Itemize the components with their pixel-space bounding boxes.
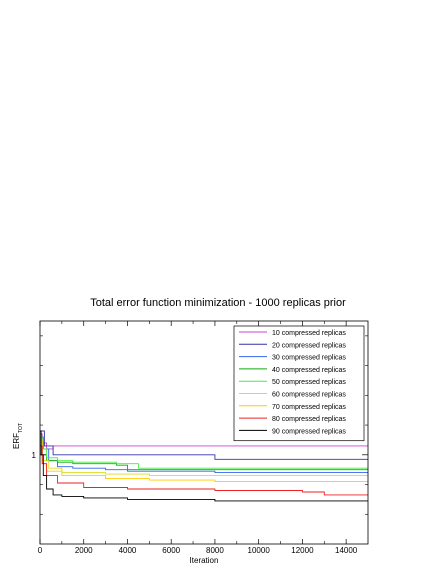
series-line-9 (40, 430, 368, 502)
series-line-2 (40, 430, 368, 460)
plot-area: 0 2000 4000 6000 8000 10000 12000 14000 1 10 comp… (32, 320, 369, 555)
legend-label-5: 50 compressed replicas (272, 379, 346, 386)
x-tick-label: 6000 (162, 546, 180, 555)
x-tick-label: 4000 (119, 546, 137, 555)
chart-title: Total error function minimization - 1000… (90, 297, 346, 309)
legend-label-1: 10 compressed replicas (272, 330, 346, 337)
x-tick-label: 8000 (206, 546, 224, 555)
series-line-3 (40, 436, 368, 475)
plot-frame (39, 320, 369, 545)
legend-label-2: 20 compressed replicas (272, 342, 346, 349)
x-tick-label: 14000 (335, 546, 358, 555)
legend-box (233, 325, 365, 442)
series-line-7 (40, 442, 368, 483)
y-axis-label-main: ERF (12, 433, 21, 449)
x-axis-label: Iteration (190, 556, 219, 565)
legend-label-3: 30 compressed replicas (272, 355, 346, 362)
legend-label-6: 60 compressed replicas (272, 392, 346, 399)
y-axis-label-sub: TOT (18, 423, 24, 433)
x-tick-label: 12000 (291, 546, 314, 555)
x-tick-label: 10000 (248, 546, 271, 555)
x-tick-label: 0 (38, 546, 43, 555)
legend-label-7: 70 compressed replicas (272, 404, 346, 411)
legend-label-4: 40 compressed replicas (272, 367, 346, 374)
series-line-5 (40, 436, 368, 469)
y-tick-label: 1 (32, 451, 37, 460)
x-tick-label: 2000 (75, 546, 93, 555)
y-axis-label: ERFTOT (12, 423, 24, 449)
legend-label-9: 90 compressed replicas (272, 428, 346, 435)
legend-label-8: 80 compressed replicas (272, 416, 346, 423)
series-line-8 (40, 445, 368, 496)
